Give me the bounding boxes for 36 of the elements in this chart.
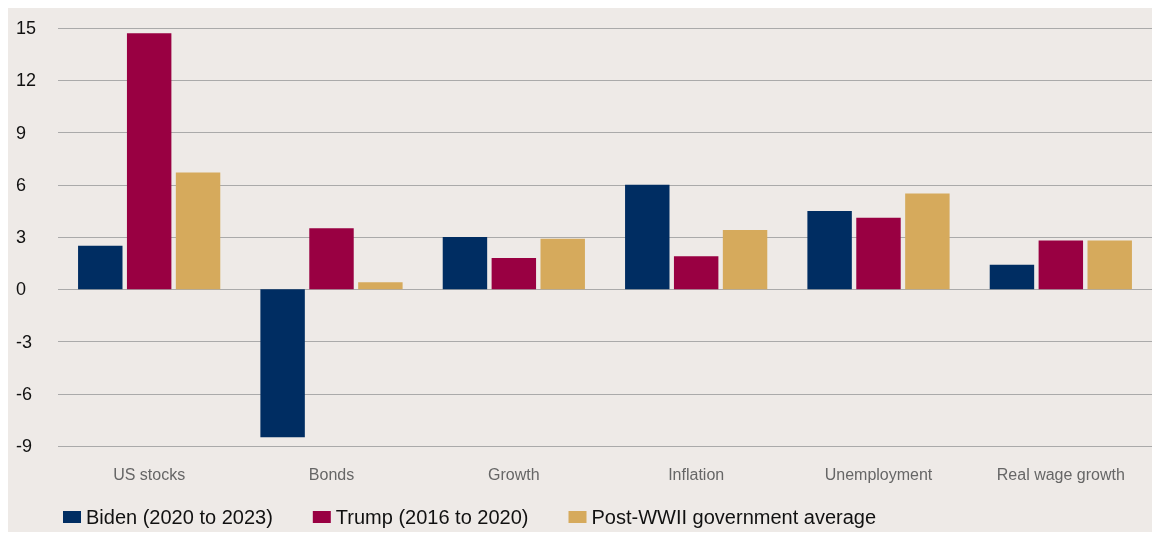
bar — [1038, 240, 1084, 290]
bar — [1087, 240, 1132, 290]
y-tick-label: -9 — [16, 436, 33, 456]
x-tick-label: Bonds — [308, 465, 355, 483]
y-tick-label: 6 — [16, 174, 27, 195]
y-tick-label: 3 — [16, 227, 27, 247]
bar — [673, 256, 719, 290]
legend-label: Post-WWII government average — [591, 506, 877, 528]
bar — [856, 217, 901, 290]
legend-label: Biden (2020 to 2023) — [86, 506, 273, 528]
bar — [625, 184, 670, 290]
y-tick-label: 0 — [16, 279, 27, 300]
bar — [905, 193, 950, 290]
bar — [260, 289, 305, 438]
bar — [309, 228, 354, 290]
y-tick-label: -3 — [16, 331, 33, 352]
bar — [722, 230, 768, 290]
y-tick-label: -6 — [16, 383, 33, 404]
y-tick-label: 9 — [16, 122, 27, 143]
bar — [807, 210, 852, 290]
bar — [175, 172, 221, 290]
x-tick-label: Growth — [488, 465, 540, 483]
bar — [442, 237, 488, 290]
y-tick-label: 15 — [16, 18, 37, 38]
x-tick-label: Real wage growth — [996, 465, 1125, 483]
bar — [540, 238, 585, 290]
bar — [126, 33, 172, 290]
bar — [358, 282, 403, 290]
x-tick-label: Inflation — [668, 465, 725, 483]
x-tick-label: US stocks — [113, 465, 186, 483]
x-tick-label: Unemployment — [824, 465, 933, 483]
bar — [491, 257, 537, 290]
bar — [989, 264, 1035, 290]
y-tick-label: 12 — [16, 70, 37, 91]
bar — [78, 245, 123, 290]
legend-label: Trump (2016 to 2020) — [335, 506, 529, 528]
